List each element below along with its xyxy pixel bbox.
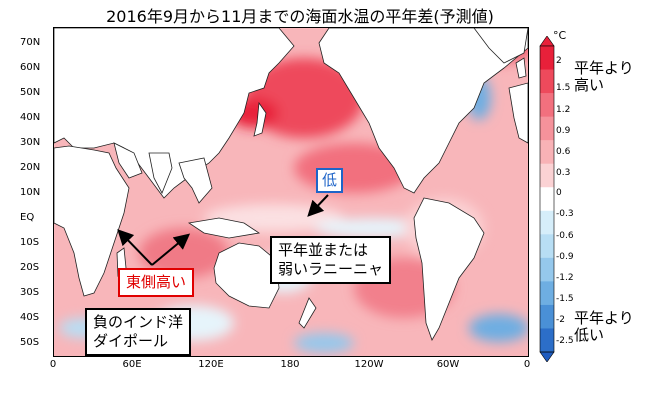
colorbar-tick: -1.5 bbox=[556, 294, 574, 304]
lat-label: 50S bbox=[20, 337, 40, 348]
annotation-iod: 負のインド洋 ダイポール bbox=[85, 308, 192, 356]
map-title: 2016年9月から11月までの海面水温の平年差(予測値) bbox=[106, 7, 494, 26]
lon-label: 60W bbox=[436, 359, 460, 370]
colorbar-tick: -0.3 bbox=[556, 209, 574, 219]
colorbar-segment bbox=[540, 234, 554, 259]
arrow-east-west bbox=[117, 229, 153, 266]
lon-label: 180 bbox=[280, 359, 300, 370]
lat-label: 50N bbox=[20, 87, 41, 98]
colorbar-tick: -0.9 bbox=[556, 252, 574, 262]
lat-label: 40N bbox=[20, 112, 41, 123]
high-label-line: 高い bbox=[574, 76, 605, 94]
low-label: 平年より 低い bbox=[574, 310, 634, 344]
colorbar-tick: -0.6 bbox=[556, 231, 574, 241]
colorbar-segments bbox=[540, 46, 554, 353]
colorbar-segment bbox=[540, 46, 554, 71]
colorbar-tick: -2 bbox=[556, 315, 565, 325]
colorbar-tick: 0.6 bbox=[556, 147, 571, 157]
colorbar-segment bbox=[540, 328, 554, 353]
lat-label: 30N bbox=[20, 137, 41, 148]
lat-label: 60N bbox=[20, 62, 41, 73]
annotation-low: 低 bbox=[316, 168, 344, 193]
annotation-line: 弱いラニーニャ bbox=[278, 260, 384, 278]
colorbar-segment bbox=[540, 257, 554, 282]
colorbar-segment bbox=[540, 93, 554, 118]
colorbar-segment bbox=[540, 304, 554, 329]
annotation-line: 負のインド洋 bbox=[93, 313, 184, 331]
colorbar-tick: 1.2 bbox=[556, 105, 571, 115]
high-label: 平年より 高い bbox=[574, 60, 634, 94]
arrow-east-east bbox=[151, 233, 191, 266]
colorbar-tick: -2.5 bbox=[556, 336, 574, 346]
low-label-line: 低い bbox=[574, 326, 605, 344]
colorbar-tick: 2 bbox=[556, 56, 562, 66]
lat-label: 70N bbox=[20, 37, 41, 48]
landmasses bbox=[54, 28, 528, 341]
lon-label: 120E bbox=[198, 359, 224, 370]
lon-label: 0 bbox=[523, 359, 531, 370]
colorbar-tick: -1.2 bbox=[556, 273, 574, 283]
colorbar-unit: °C bbox=[553, 29, 567, 42]
colorbar-segment bbox=[540, 116, 554, 141]
colorbar-segment bbox=[540, 210, 554, 235]
lat-label: 20N bbox=[20, 162, 41, 173]
colorbar-graphic bbox=[539, 36, 555, 362]
annotation-line: ダイポール bbox=[93, 332, 169, 350]
lat-label: EQ bbox=[20, 212, 35, 223]
colorbar-tick: 0.3 bbox=[556, 168, 571, 178]
annotation-east-high: 東側高い bbox=[118, 268, 195, 297]
arrow-low bbox=[307, 194, 329, 217]
colorbar-segment bbox=[540, 69, 554, 94]
colorbar-segment bbox=[540, 140, 554, 165]
colorbar-segment bbox=[540, 187, 554, 212]
low-label-line: 平年より bbox=[574, 309, 634, 327]
colorbar-segment bbox=[540, 163, 554, 188]
colorbar-segment bbox=[540, 281, 554, 306]
lon-label: 120W bbox=[354, 359, 384, 370]
high-label-line: 平年より bbox=[574, 59, 634, 77]
lat-label: 10N bbox=[20, 187, 41, 198]
lat-label: 10S bbox=[20, 237, 40, 248]
lon-label: 0 bbox=[49, 359, 57, 370]
lon-label: 60E bbox=[122, 359, 142, 370]
lat-label: 40S bbox=[20, 312, 40, 323]
colorbar-tick: 1.5 bbox=[556, 83, 571, 93]
annotation-la-nina: 平年並または 弱いラニーニャ bbox=[270, 236, 392, 284]
annotation-line: 平年並または bbox=[278, 241, 369, 259]
colorbar-tick: 0 bbox=[556, 188, 562, 198]
lat-label: 30S bbox=[20, 287, 40, 298]
lat-label: 20S bbox=[20, 262, 40, 273]
colorbar-tick: 0.9 bbox=[556, 126, 571, 136]
